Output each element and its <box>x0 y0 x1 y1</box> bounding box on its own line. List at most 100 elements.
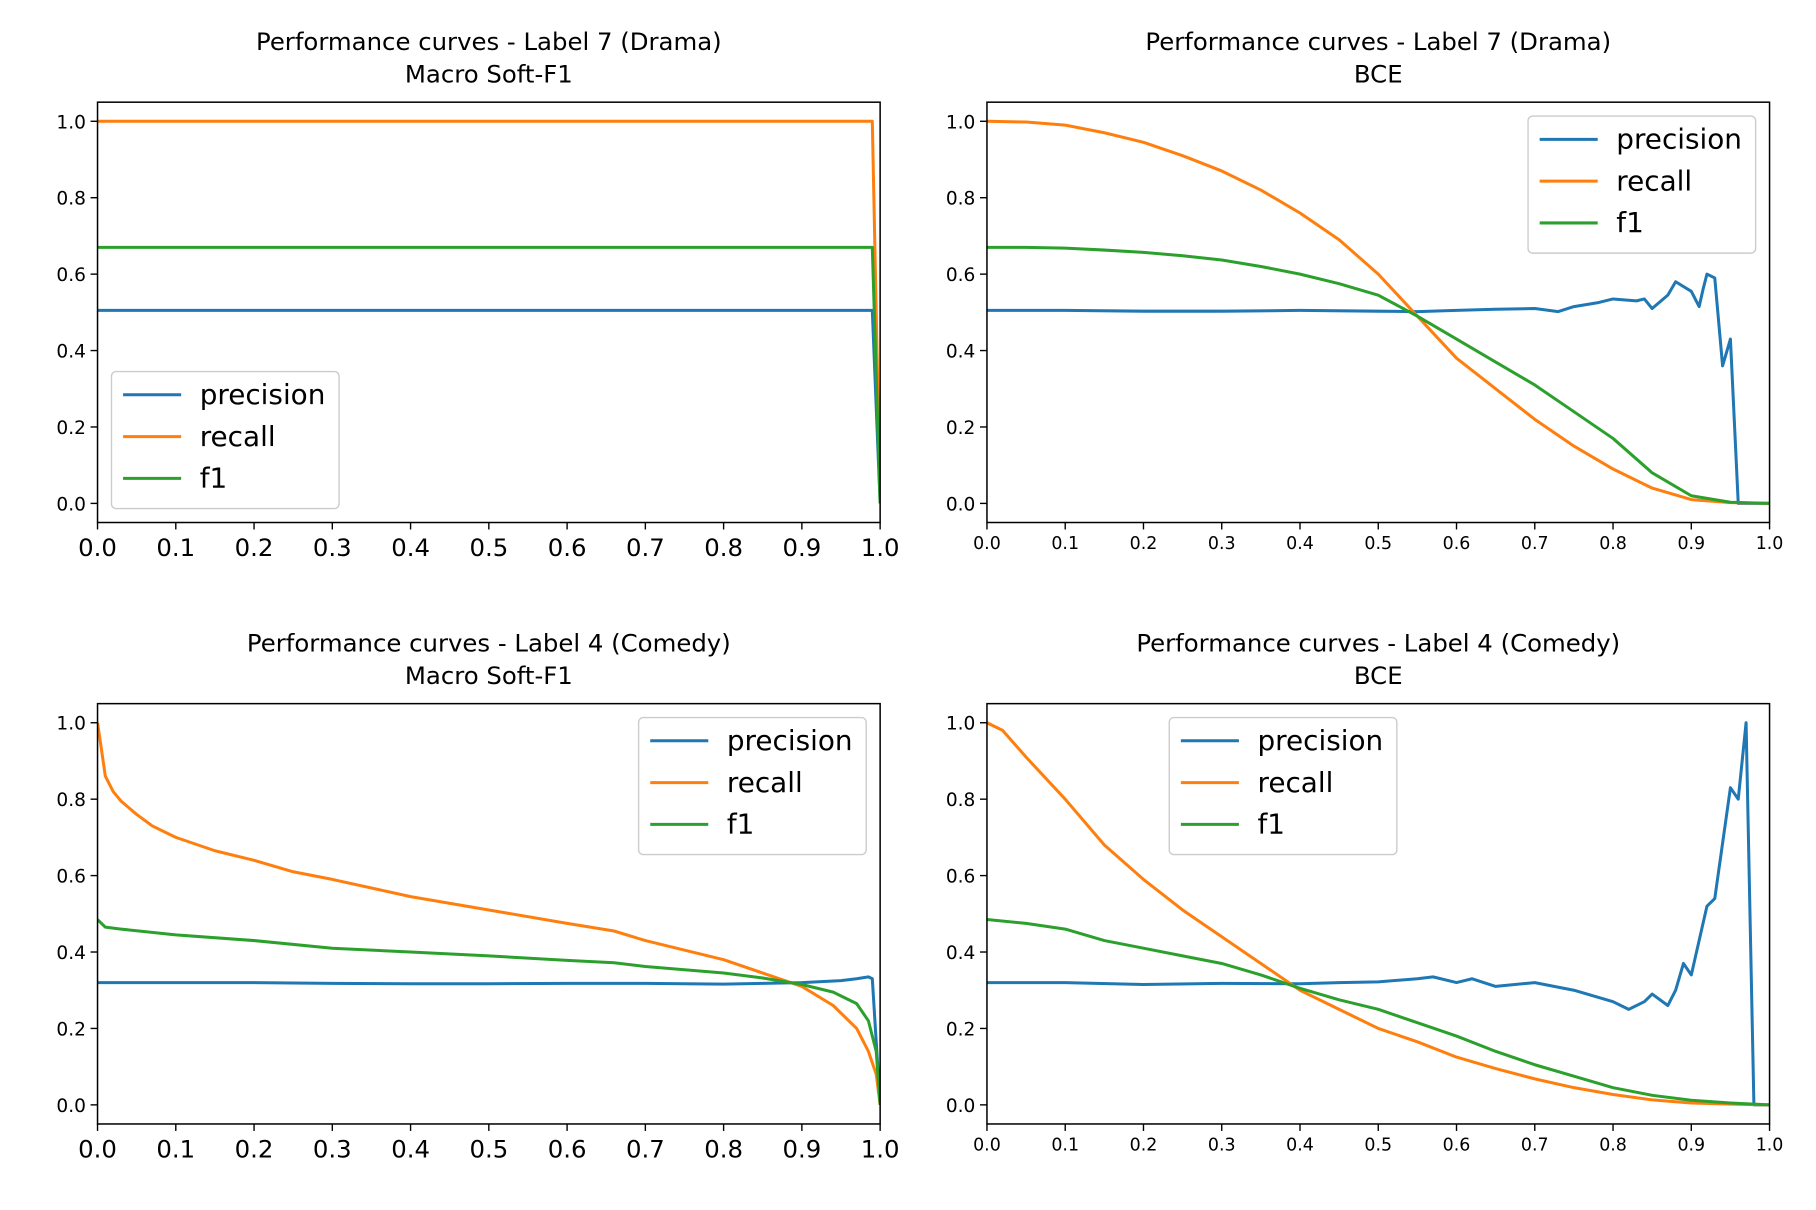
legend-box <box>637 716 867 856</box>
x-tick-label: 0.3 <box>1208 1136 1236 1156</box>
y-tick-label: 0.8 <box>946 189 976 210</box>
x-tick-label: 0.7 <box>626 533 665 562</box>
x-tick-label: 0.6 <box>1443 1136 1471 1156</box>
series-line-f1 <box>986 918 1770 1107</box>
x-tick-label: 0.8 <box>1599 1136 1627 1156</box>
chart-panel-4: Performance curves - Label 4 (Comedy) BCE… <box>946 628 1784 1155</box>
series-line-precision <box>986 721 1770 1107</box>
series-line-precision <box>97 975 881 1105</box>
y-tick-label: 0.2 <box>56 418 86 439</box>
y-tick-label: 1.0 <box>946 112 976 133</box>
y-tick-label: 0.4 <box>56 943 86 964</box>
x-tick-label: 0.8 <box>1599 534 1627 554</box>
y-tick-label: 1.0 <box>56 714 86 735</box>
legend-label-precision: precision <box>200 378 326 411</box>
series-line-recall <box>97 119 881 504</box>
legend-box <box>110 370 340 510</box>
legend-box <box>1527 115 1757 254</box>
x-tick-label: 0.3 <box>313 1135 352 1164</box>
series-line-recall <box>986 119 1770 505</box>
y-tick-label: 0.8 <box>56 790 86 811</box>
series-line-recall <box>97 722 881 1106</box>
legend-label-recall: recall <box>200 420 276 453</box>
y-tick-label: 0.2 <box>56 1019 86 1040</box>
series-line-recall <box>986 721 1770 1107</box>
x-tick-label: 0.5 <box>469 1135 508 1164</box>
chart-subtitle: BCE <box>1354 59 1403 88</box>
legend-box <box>1168 716 1398 856</box>
x-tick-label: 0.5 <box>1364 1136 1392 1156</box>
y-tick-label: 0.8 <box>946 790 976 811</box>
x-tick-label: 0.1 <box>156 1135 195 1164</box>
y-tick-label: 0.4 <box>56 342 86 363</box>
series-group <box>986 721 1770 1107</box>
chart-panel-1: Performance curves - Label 7 (Drama) Macr… <box>56 27 899 562</box>
series-line-f1 <box>97 245 881 504</box>
chart-subtitle: BCE <box>1354 661 1403 690</box>
legend-label-precision: precision <box>1257 724 1383 757</box>
series-group <box>986 119 1770 505</box>
y-tick-label: 0.6 <box>56 867 86 888</box>
x-tick-label: 1.0 <box>1756 1136 1784 1156</box>
y-tick-label: 0.0 <box>56 1096 86 1117</box>
y-tick-label: 1.0 <box>56 112 86 133</box>
y-tick-label: 1.0 <box>946 714 976 735</box>
legend-label-f1: f1 <box>1257 808 1285 841</box>
y-tick-label: 0.8 <box>56 189 86 210</box>
series-line-f1 <box>986 245 1770 505</box>
x-tick-label: 0.4 <box>391 1135 430 1164</box>
series-group <box>97 722 881 1106</box>
x-tick-label: 0.7 <box>626 1135 665 1164</box>
legend-label-f1: f1 <box>200 462 228 495</box>
legend: precision recall f1 <box>110 370 340 510</box>
x-tick-label: 0.6 <box>548 533 587 562</box>
chart-subtitle: Macro Soft-F1 <box>405 59 573 88</box>
chart-panel-3: Performance curves - Label 4 (Comedy) Mac… <box>56 628 899 1163</box>
y-tick-label: 0.0 <box>946 1096 976 1117</box>
y-tick-label: 0.6 <box>56 265 86 286</box>
x-tick-label: 0.9 <box>1677 534 1705 554</box>
chart-title: Performance curves - Label 4 (Comedy) <box>1136 628 1620 657</box>
legend-label-precision: precision <box>1616 123 1742 156</box>
x-tick-label: 0.0 <box>78 1135 117 1164</box>
x-tick-label: 0.7 <box>1521 1136 1549 1156</box>
x-tick-label: 0.6 <box>548 1135 587 1164</box>
x-tick-label: 0.2 <box>1130 534 1158 554</box>
y-tick-label: 0.4 <box>946 943 976 964</box>
x-tick-label: 1.0 <box>861 533 900 562</box>
x-tick-label: 0.1 <box>156 533 195 562</box>
chart-subtitle: Macro Soft-F1 <box>405 661 573 690</box>
chart-title: Performance curves - Label 7 (Drama) <box>256 27 722 56</box>
x-tick-label: 0.9 <box>1677 1136 1705 1156</box>
x-tick-label: 0.9 <box>782 1135 821 1164</box>
x-tick-label: 1.0 <box>861 1135 900 1164</box>
legend-label-recall: recall <box>1616 164 1692 197</box>
legend-label-f1: f1 <box>1616 206 1644 239</box>
chart-root: Performance curves - Label 7 (Drama) Macr… <box>56 27 1783 1164</box>
x-tick-label: 0.1 <box>1051 1136 1079 1156</box>
axes-frame <box>96 702 881 1125</box>
x-tick-label: 0.5 <box>469 533 508 562</box>
x-tick-label: 0.0 <box>973 534 1001 554</box>
x-tick-label: 0.5 <box>1364 534 1392 554</box>
x-tick-label: 0.3 <box>313 533 352 562</box>
x-tick-label: 0.2 <box>235 1135 274 1164</box>
x-tick-label: 0.3 <box>1208 534 1236 554</box>
x-tick-label: 1.0 <box>1756 534 1784 554</box>
series-group <box>97 119 881 504</box>
y-tick-label: 0.0 <box>56 494 86 515</box>
axes-frame <box>986 702 1771 1125</box>
chart-title: Performance curves - Label 7 (Drama) <box>1145 27 1611 56</box>
x-tick-label: 0.8 <box>704 1135 743 1164</box>
x-tick-label: 0.0 <box>78 533 117 562</box>
chart-title: Performance curves - Label 4 (Comedy) <box>247 628 731 657</box>
x-tick-label: 0.2 <box>235 533 274 562</box>
legend: precision recall f1 <box>1527 115 1757 254</box>
x-tick-label: 0.4 <box>391 533 430 562</box>
legend-label-precision: precision <box>727 724 853 757</box>
y-tick-label: 0.2 <box>946 1019 976 1040</box>
series-line-f1 <box>97 918 881 1105</box>
y-tick-label: 0.6 <box>946 265 976 286</box>
x-tick-label: 0.1 <box>1051 534 1079 554</box>
